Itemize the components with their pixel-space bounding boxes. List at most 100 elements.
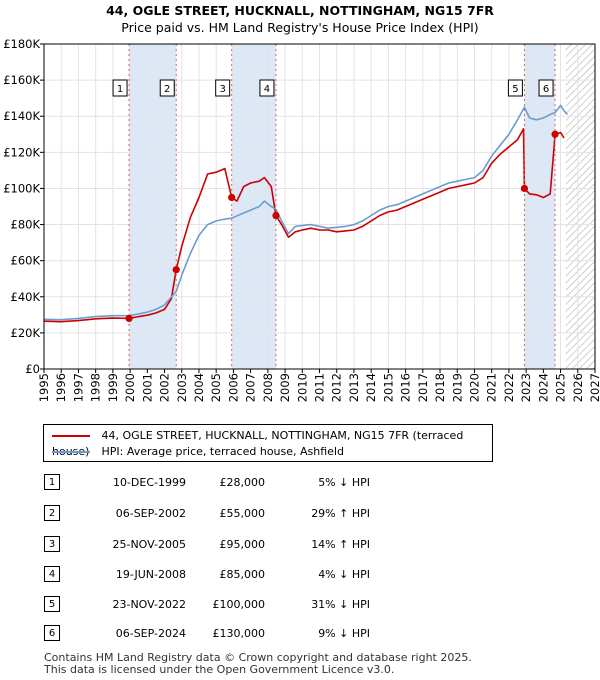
sale-hpi-diff: 9% ↓ HPI xyxy=(318,627,370,640)
x-tick-label: 2008 xyxy=(261,373,275,402)
y-tick-label: £120K xyxy=(3,145,40,159)
sale-label-text: 3 xyxy=(219,84,225,95)
footer-copyright: Contains HM Land Registry data © Crown c… xyxy=(44,651,472,664)
sale-label-box xyxy=(538,79,554,97)
sale-price: £130,000 xyxy=(212,627,266,640)
x-tick-label: 2009 xyxy=(278,373,292,402)
y-tick-label: £180K xyxy=(3,37,40,51)
sale-price: £85,000 xyxy=(219,568,266,581)
x-tick-label: 1996 xyxy=(54,373,68,402)
price-chart: 1 2 3 4 5 6 £0 £20K £40K £60K £80K £100K £120K £140K… xyxy=(3,37,600,402)
table-row: 3 25-NOV-2005 £95,000 14% ↑ HPI xyxy=(0,535,600,555)
sale-date: 19-JUN-2008 xyxy=(115,568,186,581)
x-tick-label: 2010 xyxy=(295,373,309,402)
sale-label-text: 2 xyxy=(164,84,170,95)
sale-hpi-diff: 4% ↓ HPI xyxy=(318,568,370,581)
legend-item-price: 44, OGLE STREET, HUCKNALL, NOTTINGHAM, N… xyxy=(52,428,492,458)
x-tick-label: 2002 xyxy=(158,373,172,402)
sale-number: 2 xyxy=(44,505,60,521)
x-tick-label: 2017 xyxy=(416,373,430,402)
shaded-band xyxy=(231,44,276,369)
sale-point xyxy=(520,184,529,193)
sale-date: 25-NOV-2005 xyxy=(112,538,186,551)
sale-hpi-diff: 29% ↑ HPI xyxy=(311,507,370,520)
x-tick-label: 2014 xyxy=(364,373,378,402)
sale-label-box xyxy=(159,79,175,97)
sale-point xyxy=(228,193,236,202)
sale-point xyxy=(172,266,180,274)
sale-date: 23-NOV-2022 xyxy=(112,598,186,611)
sale-label-text: 6 xyxy=(543,84,549,95)
y-tick-label: £60K xyxy=(11,254,41,268)
sale-number: 6 xyxy=(44,625,60,641)
legend-swatch-hpi xyxy=(52,451,90,453)
sale-hpi-diff: 31% ↓ HPI xyxy=(311,598,370,611)
x-tick-label: 1997 xyxy=(71,373,85,402)
table-row: 5 23-NOV-2022 £100,000 31% ↓ HPI xyxy=(0,595,600,615)
chart-title: 44, OGLE STREET, HUCKNALL, NOTTINGHAM, N… xyxy=(106,3,494,18)
footer-licence: This data is licensed under the Open Gov… xyxy=(44,663,395,676)
sale-date: 06-SEP-2002 xyxy=(115,507,186,520)
sale-number: 5 xyxy=(44,596,60,612)
x-tick-label: 2021 xyxy=(485,373,499,402)
x-tick-label: 2000 xyxy=(123,373,137,402)
y-tick-label: £80K xyxy=(11,218,41,232)
sale-number: 1 xyxy=(44,474,60,490)
x-tick-label: 2015 xyxy=(381,373,395,402)
table-row: 2 06-SEP-2002 £55,000 29% ↑ HPI xyxy=(0,504,600,524)
x-tick-label: 2013 xyxy=(347,373,361,402)
table-row: 6 06-SEP-2024 £130,000 9% ↓ HPI xyxy=(0,624,600,644)
chart-subtitle: Price paid vs. HM Land Registry's House … xyxy=(121,20,479,35)
y-tick-label: £100K xyxy=(3,181,40,195)
sale-date: 10-DEC-1999 xyxy=(112,476,186,489)
sale-price: £95,000 xyxy=(219,538,266,551)
table-row: 1 10-DEC-1999 £28,000 5% ↓ HPI xyxy=(0,473,600,493)
legend-label-hpi: HPI: Average price, terraced house, Ashf… xyxy=(101,445,344,458)
x-tick-label: 2005 xyxy=(209,373,223,402)
sale-hpi-diff: 5% ↓ HPI xyxy=(318,476,370,489)
forecast-hatch xyxy=(565,44,595,369)
sale-number: 4 xyxy=(44,566,60,582)
x-tick-label: 2006 xyxy=(226,373,240,402)
legend: 44, OGLE STREET, HUCKNALL, NOTTINGHAM, N… xyxy=(43,424,493,462)
x-tick-label: 2012 xyxy=(330,373,344,402)
x-tick-label: 2004 xyxy=(192,373,206,402)
x-tick-label: 2011 xyxy=(313,373,327,402)
legend-item-hpi: HPI: Average price, terraced house, Ashf… xyxy=(52,444,344,460)
x-tick-label: 2025 xyxy=(554,373,568,402)
x-tick-label: 2016 xyxy=(399,373,413,402)
x-tick-label: 2019 xyxy=(450,373,464,402)
x-tick-label: 2024 xyxy=(536,373,550,402)
table-row: 4 19-JUN-2008 £85,000 4% ↓ HPI xyxy=(0,565,600,585)
x-tick-label: 2020 xyxy=(467,373,481,402)
y-tick-label: £140K xyxy=(3,109,40,123)
sale-label-text: 5 xyxy=(512,84,518,95)
x-tick-label: 1999 xyxy=(106,373,120,402)
sale-price: £100,000 xyxy=(212,598,266,611)
sale-label-box xyxy=(112,79,128,97)
y-tick-label: £0 xyxy=(25,362,40,376)
sale-label-text: 1 xyxy=(117,84,123,95)
sale-label-box xyxy=(507,79,523,97)
legend-swatch-price xyxy=(52,435,90,437)
sale-date: 06-SEP-2024 xyxy=(115,627,186,640)
series-line-hpi xyxy=(44,104,569,321)
x-tick-label: 2027 xyxy=(588,373,600,402)
y-tick-label: £20K xyxy=(11,326,41,340)
x-tick-label: 2003 xyxy=(175,373,189,402)
shaded-band xyxy=(524,44,556,369)
sale-price: £55,000 xyxy=(219,507,266,520)
sale-label-text: 4 xyxy=(264,84,270,95)
x-tick-label: 2023 xyxy=(519,373,533,402)
sale-label-box xyxy=(215,79,231,97)
x-tick-label: 2007 xyxy=(244,373,258,402)
x-tick-label: 2026 xyxy=(571,373,585,402)
y-tick-label: £40K xyxy=(11,290,41,304)
x-tick-label: 2018 xyxy=(433,373,447,402)
series-line-price xyxy=(44,128,565,323)
sale-number: 3 xyxy=(44,536,60,552)
sale-point xyxy=(272,211,280,220)
sale-price: £28,000 xyxy=(219,476,266,489)
sale-point xyxy=(125,314,133,323)
sale-hpi-diff: 14% ↑ HPI xyxy=(311,538,370,551)
